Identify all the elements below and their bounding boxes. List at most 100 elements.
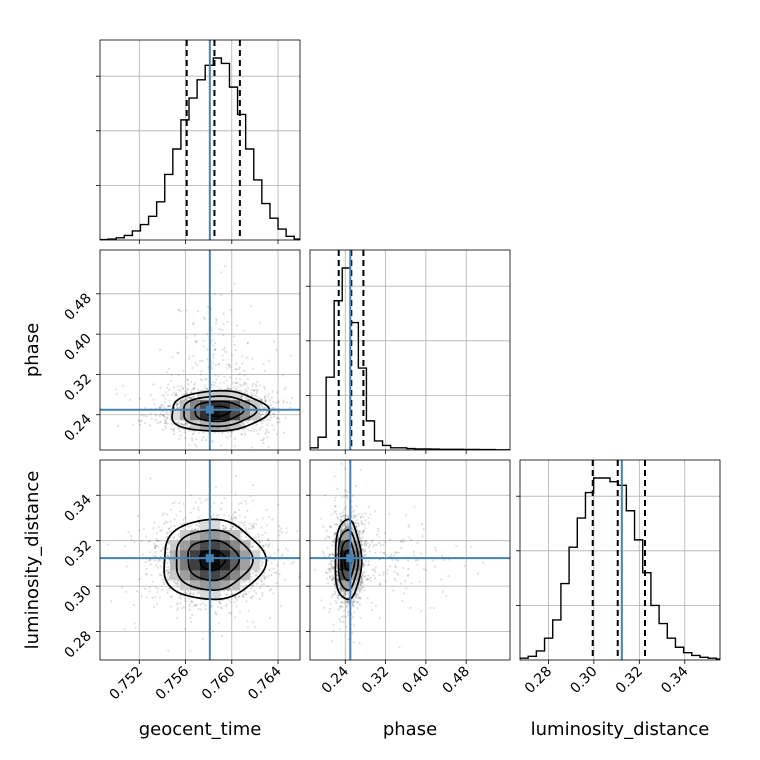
sample-point bbox=[333, 511, 336, 514]
sample-point bbox=[176, 602, 179, 605]
sample-point bbox=[243, 423, 246, 427]
sample-point bbox=[246, 386, 249, 389]
sample-point bbox=[290, 562, 293, 565]
sample-point bbox=[333, 579, 336, 582]
sample-point bbox=[336, 580, 339, 583]
sample-point bbox=[211, 439, 214, 442]
sample-point bbox=[153, 542, 156, 545]
sample-point bbox=[251, 393, 255, 396]
contour-0.5sigma bbox=[198, 549, 227, 572]
sample-point bbox=[229, 528, 233, 531]
sample-point bbox=[238, 595, 241, 598]
sample-point bbox=[257, 539, 261, 542]
sample-point bbox=[184, 390, 187, 393]
sample-point bbox=[167, 527, 170, 530]
sample-point bbox=[280, 531, 284, 534]
sample-point bbox=[251, 499, 254, 502]
sample-point bbox=[346, 497, 349, 500]
sample-point bbox=[196, 340, 199, 343]
sample-point bbox=[175, 404, 178, 408]
sample-point bbox=[252, 390, 256, 393]
density-cell bbox=[210, 400, 221, 411]
sample-point bbox=[241, 522, 244, 525]
sample-point bbox=[346, 526, 349, 529]
sample-point bbox=[167, 527, 171, 530]
sample-point bbox=[229, 434, 232, 437]
sample-point bbox=[261, 562, 264, 565]
sample-point bbox=[187, 590, 190, 593]
sample-point bbox=[259, 579, 263, 583]
sample-point bbox=[155, 544, 158, 548]
sample-point bbox=[181, 387, 185, 390]
sample-point bbox=[253, 394, 257, 397]
sample-point bbox=[182, 518, 185, 521]
sample-point bbox=[121, 586, 124, 589]
sample-point bbox=[217, 362, 220, 366]
sample-point bbox=[251, 584, 255, 588]
sample-point bbox=[178, 429, 181, 433]
sample-point bbox=[259, 414, 262, 417]
sample-point bbox=[250, 524, 253, 528]
sample-point bbox=[268, 418, 271, 421]
sample-point bbox=[384, 554, 387, 557]
sample-point bbox=[172, 432, 176, 435]
sample-point bbox=[358, 596, 361, 599]
sample-point bbox=[191, 439, 194, 442]
sample-point bbox=[254, 570, 257, 573]
sample-point bbox=[244, 427, 247, 430]
sample-point bbox=[262, 441, 265, 445]
sample-point bbox=[215, 378, 218, 381]
sample-point bbox=[184, 627, 187, 630]
sample-point bbox=[180, 385, 183, 388]
sample-point bbox=[182, 423, 185, 427]
sample-point bbox=[341, 605, 344, 609]
sample-point bbox=[231, 593, 234, 596]
sample-point bbox=[264, 432, 267, 435]
sample-point bbox=[231, 526, 234, 529]
sample-point bbox=[272, 412, 275, 415]
sample-point bbox=[231, 517, 234, 521]
sample-point bbox=[242, 595, 245, 598]
sample-point bbox=[219, 382, 222, 385]
sample-point bbox=[251, 446, 254, 449]
sample-point bbox=[422, 527, 425, 531]
sample-point bbox=[261, 405, 264, 408]
sample-point bbox=[179, 510, 182, 513]
sample-point bbox=[243, 592, 246, 596]
sample-point bbox=[185, 424, 188, 427]
sample-point bbox=[276, 416, 279, 419]
sample-point bbox=[145, 415, 148, 418]
sample-point bbox=[234, 381, 238, 385]
sample-point bbox=[237, 385, 240, 388]
sample-point bbox=[329, 570, 333, 573]
sample-point bbox=[276, 391, 279, 394]
sample-point bbox=[182, 369, 185, 373]
sample-point bbox=[109, 600, 113, 603]
sample-point bbox=[260, 583, 263, 586]
sample-point bbox=[278, 530, 281, 533]
sample-point bbox=[234, 596, 237, 599]
sample-point bbox=[260, 398, 263, 401]
sample-point bbox=[365, 544, 368, 547]
sample-point bbox=[163, 582, 166, 586]
sample-point bbox=[210, 601, 213, 604]
sample-point bbox=[195, 445, 198, 448]
sample-point bbox=[226, 363, 229, 366]
sample-point bbox=[330, 560, 333, 563]
sample-point bbox=[176, 533, 180, 536]
sample-point bbox=[266, 424, 269, 427]
sample-point bbox=[199, 378, 202, 381]
sample-point bbox=[220, 634, 224, 638]
sample-point bbox=[275, 432, 279, 436]
sample-point bbox=[378, 541, 381, 545]
sample-point bbox=[143, 587, 147, 590]
sample-point bbox=[221, 432, 224, 435]
sample-point bbox=[145, 567, 148, 570]
sample-point bbox=[243, 396, 247, 400]
histogram-geocent_time bbox=[100, 57, 300, 240]
sample-point bbox=[169, 520, 172, 523]
density-cell bbox=[180, 540, 191, 551]
sample-point bbox=[222, 323, 225, 326]
sample-point bbox=[162, 415, 165, 418]
sample-point bbox=[125, 590, 128, 593]
